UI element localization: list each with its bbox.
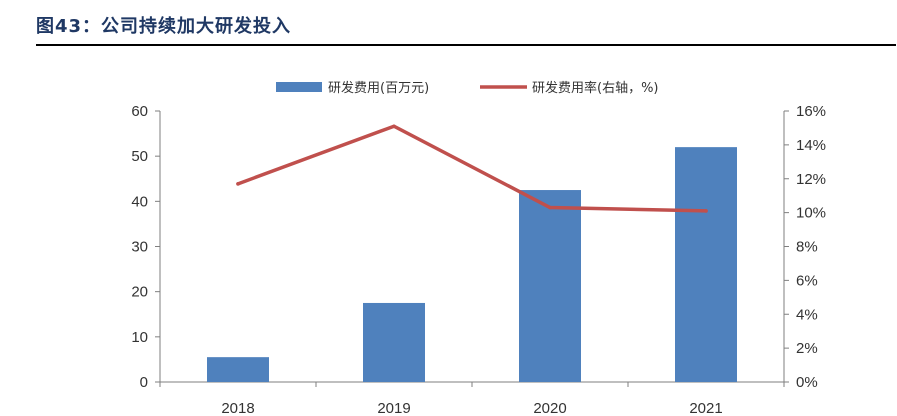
rate-point (392, 124, 396, 129)
left-tick-label: 30 (131, 239, 148, 256)
figure-title: 图43：公司持续加大研发投入 (36, 16, 292, 37)
title-rule (36, 44, 896, 46)
right-tick-label: 2% (796, 340, 818, 357)
left-tick-label: 40 (131, 193, 148, 210)
right-tick-label: 16% (796, 103, 826, 120)
right-tick-label: 8% (796, 239, 818, 256)
x-tick-label: 2020 (533, 400, 566, 416)
line-series (236, 124, 708, 213)
left-tick-label: 0 (140, 374, 148, 391)
rate-point (548, 205, 552, 210)
left-tick-label: 60 (131, 103, 148, 120)
legend: 研发费用(百万元) 研发费用率(右轴，%) (276, 80, 659, 96)
bar (519, 190, 581, 382)
bar-series (207, 147, 737, 382)
bar (363, 302, 425, 382)
right-tick-label: 6% (796, 272, 818, 289)
bar (207, 357, 269, 382)
axes: 0 10 20 30 40 50 60 0% 2% 4% 6% 8% 10% 12% 14% 16% 2018 2… (131, 103, 826, 416)
rate-line (236, 124, 708, 213)
legend-bar-label: 研发费用(百万元) (328, 80, 429, 96)
right-tick-label: 4% (796, 306, 818, 323)
legend-line-label: 研发费用率(右轴，%) (532, 80, 659, 96)
rate-point (704, 209, 708, 213)
left-tick-label: 20 (131, 284, 148, 301)
left-tick-label: 10 (131, 329, 148, 346)
right-tick-label: 10% (796, 205, 826, 222)
right-tick-label: 0% (796, 374, 818, 391)
right-tick-label: 12% (796, 171, 826, 188)
bar (675, 147, 737, 382)
rate-point (236, 182, 240, 186)
right-tick-label: 14% (796, 137, 826, 154)
x-tick-label: 2018 (221, 400, 254, 416)
left-tick-label: 50 (131, 148, 148, 165)
x-tick-label: 2019 (377, 400, 410, 416)
legend-bar-swatch (276, 82, 322, 92)
x-tick-label: 2021 (689, 400, 722, 416)
